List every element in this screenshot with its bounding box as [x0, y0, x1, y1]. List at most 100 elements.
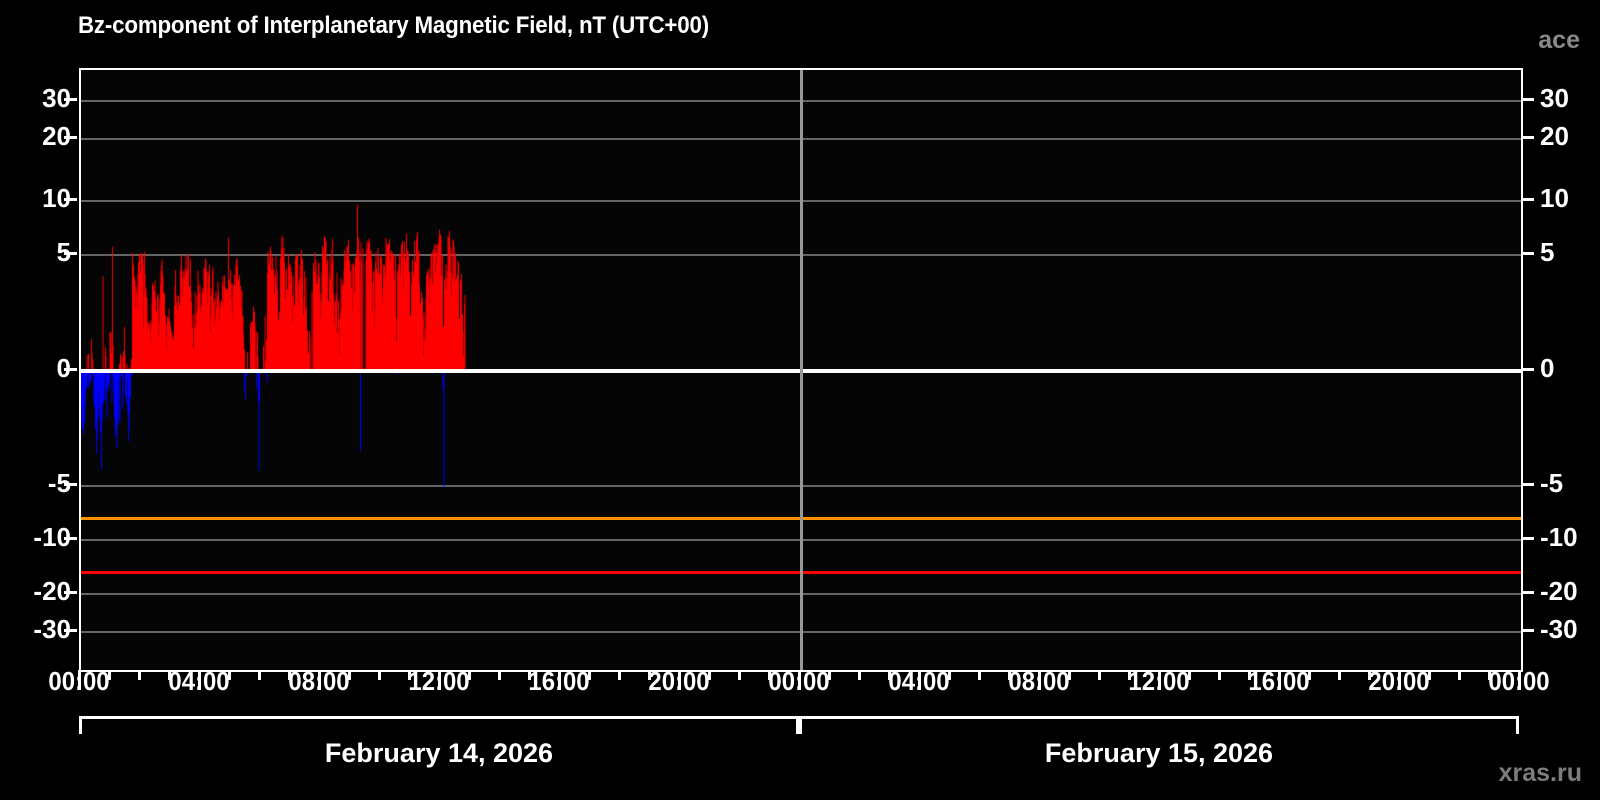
x-tickmark-h30 [978, 670, 981, 680]
day-range-cap-1-1 [1516, 716, 1519, 734]
y-tickmark-right-neg5 [1521, 483, 1534, 486]
x-tickmark-h13 [468, 670, 471, 680]
plot-inner [81, 70, 1521, 670]
x-tickmark-h47 [1488, 670, 1491, 680]
x-axis-label-0: 00:00 [48, 666, 110, 696]
x-tickmark-h35 [1128, 670, 1131, 680]
y-tickmark-right-5 [1521, 252, 1534, 255]
y-tickmark-right-neg10 [1521, 537, 1534, 540]
x-tickmark-h24 [798, 670, 801, 690]
y-tickmark-right-10 [1521, 198, 1534, 201]
plot-area [79, 68, 1523, 672]
y-axis-label-right-0: 0 [1540, 353, 1555, 383]
y-axis-label-right-20: 20 [1540, 121, 1569, 151]
x-tickmark-h42 [1338, 670, 1341, 680]
x-axis-label-10: 16:00 [1248, 666, 1310, 696]
x-tickmark-h41 [1308, 670, 1311, 680]
x-tickmark-h36 [1158, 670, 1161, 690]
x-tickmark-h20 [678, 670, 681, 690]
x-axis-label-3: 12:00 [408, 666, 470, 696]
x-tickmark-h3 [168, 670, 171, 680]
y-tickmark-left-10 [64, 198, 77, 201]
y-axis-label-right-neg5: -5 [1540, 468, 1564, 498]
x-tickmark-h10 [378, 670, 381, 680]
x-axis-label-6: 00:00 [768, 666, 830, 696]
y-axis-label-left-neg10: -10 [33, 522, 71, 552]
x-axis-label-12: 00:00 [1488, 666, 1550, 696]
y-axis-label-left-30: 30 [42, 83, 71, 113]
y-tickmark-left-neg20 [64, 591, 77, 594]
x-tickmark-h7 [288, 670, 291, 680]
x-tickmark-h11 [408, 670, 411, 680]
x-tickmark-h18 [618, 670, 621, 680]
x-tickmark-h0 [78, 670, 81, 690]
x-tickmark-h22 [738, 670, 741, 680]
y-tickmark-right-neg30 [1521, 629, 1534, 632]
y-tickmark-left-neg10 [64, 537, 77, 540]
x-tickmark-h46 [1458, 670, 1461, 680]
site-watermark-xras: xras.ru [1498, 759, 1582, 787]
x-tickmark-h23 [768, 670, 771, 680]
day-divider [800, 70, 803, 670]
y-axis-label-left-20: 20 [42, 121, 71, 151]
day-range-bar-0 [79, 716, 799, 719]
y-tickmark-left-neg30 [64, 629, 77, 632]
y-axis-label-right-30: 30 [1540, 83, 1569, 113]
x-tickmark-h15 [528, 670, 531, 680]
x-axis-label-2: 08:00 [288, 666, 350, 696]
x-tickmark-h48 [1518, 670, 1521, 690]
x-tickmark-h28 [918, 670, 921, 690]
y-axis-label-left-10: 10 [42, 183, 71, 213]
y-axis-label-right-neg10: -10 [1540, 522, 1578, 552]
x-tickmark-h32 [1038, 670, 1041, 690]
x-axis-label-9: 12:00 [1128, 666, 1190, 696]
x-tickmark-h39 [1248, 670, 1251, 680]
x-tickmark-h38 [1218, 670, 1221, 680]
y-tickmark-right-30 [1521, 98, 1534, 101]
x-tickmark-h44 [1398, 670, 1401, 690]
day-label-0: February 14, 2026 [324, 738, 554, 768]
x-tickmark-h8 [318, 670, 321, 690]
page-title: Bz-component of Interplanetary Magnetic … [78, 12, 709, 39]
x-axis-label-5: 20:00 [648, 666, 710, 696]
x-tickmark-h1 [108, 670, 111, 680]
day-range-cap-1-0 [799, 716, 802, 734]
y-axis-label-right-5: 5 [1540, 237, 1555, 267]
y-axis-label-right-neg20: -20 [1540, 576, 1578, 606]
y-axis-label-left-neg30: -30 [33, 614, 71, 644]
x-tickmark-h27 [888, 670, 891, 680]
x-tickmark-h6 [258, 670, 261, 680]
x-axis-label-1: 04:00 [168, 666, 230, 696]
x-axis-label-8: 08:00 [1008, 666, 1070, 696]
x-tickmark-h21 [708, 670, 711, 680]
day-range-cap-0-1 [796, 716, 799, 734]
y-tickmark-left-neg5 [64, 483, 77, 486]
y-axis-label-left-0: 0 [56, 353, 71, 383]
x-tickmark-h14 [498, 670, 501, 680]
x-tickmark-h19 [648, 670, 651, 680]
source-watermark-ace: ace [1538, 26, 1580, 54]
y-axis-label-left-neg20: -20 [33, 576, 71, 606]
x-tickmark-h17 [588, 670, 591, 680]
y-tickmark-right-0 [1521, 368, 1534, 371]
y-axis-label-left-5: 5 [56, 237, 71, 267]
x-tickmark-h25 [828, 670, 831, 680]
x-axis-label-7: 04:00 [888, 666, 950, 696]
x-tickmark-h29 [948, 670, 951, 680]
x-tickmark-h40 [1278, 670, 1281, 690]
x-tickmark-h16 [558, 670, 561, 690]
y-tickmark-right-20 [1521, 136, 1534, 139]
y-tickmark-left-20 [64, 136, 77, 139]
day-label-1: February 15, 2026 [1044, 738, 1274, 768]
day-range-bar-1 [799, 716, 1519, 719]
y-tickmark-left-5 [64, 252, 77, 255]
y-tickmark-left-30 [64, 98, 77, 101]
x-tickmark-h34 [1098, 670, 1101, 680]
y-tickmark-right-neg20 [1521, 591, 1534, 594]
x-tickmark-h12 [438, 670, 441, 690]
y-axis-label-right-10: 10 [1540, 183, 1569, 213]
x-tickmark-h5 [228, 670, 231, 680]
x-tickmark-h43 [1368, 670, 1371, 680]
y-axis-label-right-neg30: -30 [1540, 614, 1578, 644]
